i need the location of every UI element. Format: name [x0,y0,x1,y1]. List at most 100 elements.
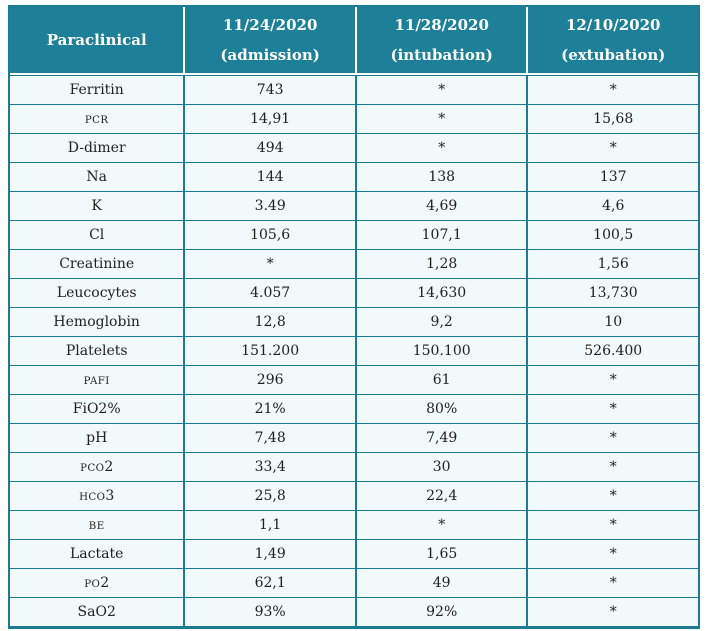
table-row: Platelets 151.200 150.100 526.400 [10,336,698,365]
row-label: SaO2 [10,597,184,626]
value-cell: 61 [354,365,527,394]
value-cell: 743 [183,75,355,104]
value-cell: 80% [354,394,527,423]
value-cell: 22,4 [354,481,527,510]
value-cell: * [526,133,698,162]
value-cell: 107,1 [354,220,527,249]
value-cell: 21% [183,394,355,423]
row-label: pH [10,423,184,452]
value-cell: 1,65 [354,539,527,568]
value-cell: 144 [183,162,355,191]
table-row: Ferritin 743 * * [10,75,698,104]
row-label: D-dimer [10,133,184,162]
header-row: Paraclinical 11/24/2020 (admission) 11/2… [10,7,698,75]
header-phase: (intubation) [390,46,493,64]
value-cell: * [526,568,698,597]
value-cell: 3.49 [183,191,355,220]
table-row: PCO2 33,4 30 * [10,452,698,481]
value-cell: 25,8 [183,481,355,510]
table-row: pH 7,48 7,49 * [10,423,698,452]
value-cell: * [354,133,527,162]
value-cell: 14,630 [354,278,527,307]
value-cell: 1,49 [183,539,355,568]
row-label: BE [10,510,184,539]
row-label-smallcaps: PAFI [83,375,110,387]
row-label: HCO3 [10,481,184,510]
header-phase: (admission) [220,46,320,64]
row-label: Hemoglobin [10,307,184,336]
table-row: Na 144 138 137 [10,162,698,191]
row-label-smallcaps: PO [84,578,101,590]
row-label: Cl [10,220,184,249]
value-cell: * [183,249,355,278]
row-label: Lactate [10,539,184,568]
row-label: Ferritin [10,75,184,104]
value-cell: 7,49 [354,423,527,452]
value-cell: 15,68 [526,104,698,133]
header-cell-extubation: 12/10/2020 (extubation) [526,7,698,75]
table-row: BE 1,1 * * [10,510,698,539]
header-label: Paraclinical [46,31,147,49]
header-date: 11/28/2020 [394,16,489,34]
value-cell: * [354,104,527,133]
value-cell: 10 [526,307,698,336]
paraclinical-table: Paraclinical 11/24/2020 (admission) 11/2… [8,5,700,629]
table-row: Leucocytes 4.057 14,630 13,730 [10,278,698,307]
row-label: PAFI [10,365,184,394]
table-row: K 3.49 4,69 4,6 [10,191,698,220]
value-cell: 93% [183,597,355,626]
value-cell: 494 [183,133,355,162]
value-cell: 62,1 [183,568,355,597]
value-cell: 137 [526,162,698,191]
paraclinical-table-container: Paraclinical 11/24/2020 (admission) 11/2… [8,5,700,629]
value-cell: 4.057 [183,278,355,307]
value-cell: * [526,423,698,452]
row-label: FiO2% [10,394,184,423]
table-row: PCR 14,91 * 15,68 [10,104,698,133]
value-cell: 150.100 [354,336,527,365]
value-cell: * [526,365,698,394]
value-cell: 100,5 [526,220,698,249]
value-cell: * [526,539,698,568]
table-row: SaO2 93% 92% * [10,597,698,626]
row-label: Leucocytes [10,278,184,307]
value-cell: 12,8 [183,307,355,336]
table-row: HCO3 25,8 22,4 * [10,481,698,510]
row-label: PCR [10,104,184,133]
value-cell: 49 [354,568,527,597]
table-row: FiO2% 21% 80% * [10,394,698,423]
row-label: Creatinine [10,249,184,278]
row-label: PCO2 [10,452,184,481]
value-cell: 92% [354,597,527,626]
header-phase: (extubation) [561,46,666,64]
value-cell: 4,69 [354,191,527,220]
value-cell: 7,48 [183,423,355,452]
value-cell: 14,91 [183,104,355,133]
table-row: PAFI 296 61 * [10,365,698,394]
value-cell: 526.400 [526,336,698,365]
header-date: 12/10/2020 [566,16,661,34]
value-cell: * [354,75,527,104]
value-cell: 30 [354,452,527,481]
value-cell: 13,730 [526,278,698,307]
row-label: Na [10,162,184,191]
value-cell: 9,2 [354,307,527,336]
row-label: K [10,191,184,220]
header-cell-paraclinical: Paraclinical [10,7,184,75]
value-cell: 105,6 [183,220,355,249]
value-cell: 1,28 [354,249,527,278]
value-cell: * [526,597,698,626]
value-cell: 1,56 [526,249,698,278]
table-header: Paraclinical 11/24/2020 (admission) 11/2… [10,7,698,75]
header-date: 11/24/2020 [222,16,318,34]
value-cell: 1,1 [183,510,355,539]
table-row: Creatinine * 1,28 1,56 [10,249,698,278]
table-row: D-dimer 494 * * [10,133,698,162]
row-label: Platelets [10,336,184,365]
value-cell: 4,6 [526,191,698,220]
value-cell: * [526,452,698,481]
value-cell: 151.200 [183,336,355,365]
value-cell: * [526,75,698,104]
table-row: Cl 105,6 107,1 100,5 [10,220,698,249]
table-body: Ferritin 743 * * PCR 14,91 * 15,68 D-dimer 494 * * N… [10,75,698,626]
